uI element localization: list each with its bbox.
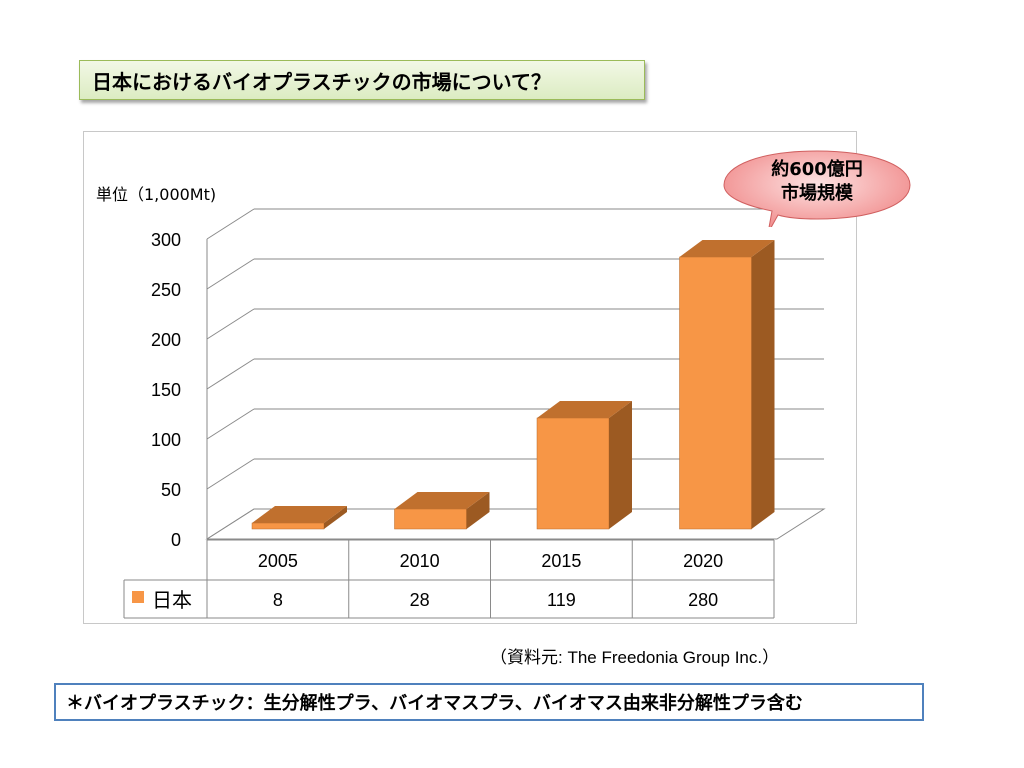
y-tick-label: 0	[171, 530, 181, 550]
footnote-text: ＊バイオプラスチック：生分解性プラ、バイオマスプラ、バイオマス由来非分解性プラ含…	[66, 693, 803, 714]
data-label: 28	[410, 590, 430, 610]
x-tick-label: 2015	[541, 551, 581, 571]
y-tick-label: 50	[161, 480, 181, 500]
bar-2020-top	[679, 240, 775, 257]
bar-2015-top	[537, 401, 632, 418]
data-label: 8	[273, 590, 283, 610]
legend-label: 日本	[152, 588, 192, 612]
slide-title-text: 日本におけるバイオプラスチックの市場について？	[92, 69, 551, 94]
y-unit-label: 単位（1,000Mt)	[96, 185, 216, 204]
x-tick-label: 2020	[683, 551, 723, 571]
y-tick-label: 100	[151, 430, 181, 450]
bar-2015-side	[609, 401, 632, 529]
callout-line-1: 約600億円	[771, 159, 863, 180]
y-tick-label: 150	[151, 380, 181, 400]
grid-side-line	[206, 208, 255, 240]
data-label: 280	[688, 590, 718, 610]
x-tick-label: 2010	[400, 551, 440, 571]
grid-side-line	[206, 408, 255, 440]
grid-side-line	[206, 258, 255, 290]
callout-bubble	[723, 150, 911, 227]
legend-swatch	[132, 591, 144, 603]
bar-2020-side	[751, 240, 775, 529]
source-citation: （資料元: The Freedonia Group Inc.）	[490, 648, 780, 667]
bar-2015-front	[536, 417, 610, 530]
bar-2010-side	[466, 492, 490, 529]
bar-2020-front	[679, 256, 752, 530]
chart-floor	[205, 508, 826, 540]
bar-chart: 0 50 100 150 200 250 300 単位（1,000Mt) 2005 8 2010 28…	[96, 185, 826, 619]
grid-side-line	[206, 308, 255, 340]
callout-text: 約600億円 市場規模	[722, 158, 912, 206]
bar-2005-top	[252, 506, 347, 523]
data-label: 119	[547, 590, 576, 610]
y-tick-label: 200	[151, 330, 181, 350]
y-tick-label: 300	[151, 230, 181, 250]
bar-2010-front	[394, 508, 467, 530]
bar-2005-side	[324, 506, 347, 529]
callout-line-2: 市場規模	[781, 183, 853, 204]
x-tick-label: 2005	[258, 551, 298, 571]
y-tick-label: 250	[151, 280, 181, 300]
slide-title: 日本におけるバイオプラスチックの市場について？	[79, 60, 645, 100]
footnote-box: ＊バイオプラスチック：生分解性プラ、バイオマスプラ、バイオマス由来非分解性プラ含…	[54, 683, 924, 721]
bar-2005-front	[251, 522, 325, 530]
bar-2010-top	[394, 492, 490, 509]
chart-frame: 0 50 100 150 200 250 300 単位（1,000Mt) 2005 8 2010 28…	[83, 131, 857, 624]
grid-side-line	[206, 458, 255, 490]
grid-side-line	[206, 358, 255, 390]
